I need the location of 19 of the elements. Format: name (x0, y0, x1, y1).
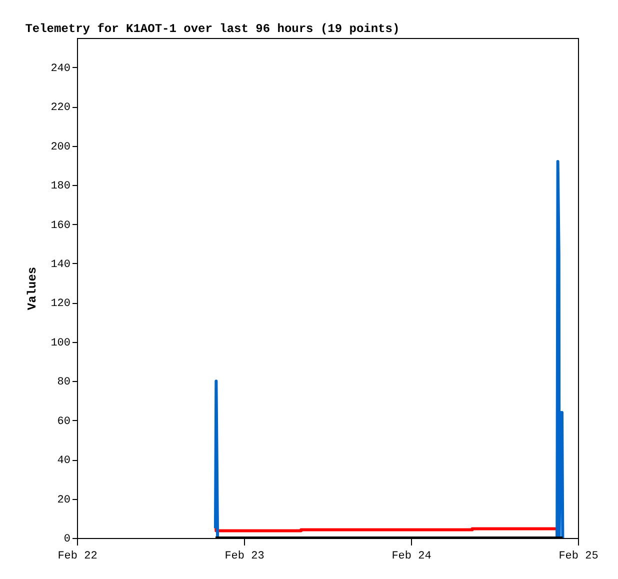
x-tick-label: Feb 22 (58, 550, 98, 562)
y-tick-label: 0 (64, 534, 70, 546)
y-tick-label: 40 (57, 455, 70, 468)
chart-title: Telemetry for K1AOT-1 over last 96 hours (19 points) (25, 22, 400, 36)
y-tick-label: 200 (50, 141, 70, 154)
x-tick-label: Feb 24 (392, 550, 432, 562)
x-tick-label: Feb 23 (224, 550, 264, 562)
y-tick-label: 20 (57, 494, 70, 506)
y-tick-label: 240 (50, 62, 70, 75)
y-tick-label: 80 (57, 376, 70, 389)
y-tick-label: 120 (50, 298, 70, 310)
x-tick-label: Feb 25 (558, 550, 598, 562)
y-tick-label: 100 (50, 337, 70, 350)
y-tick-label: 160 (50, 220, 70, 232)
y-tick-label: 220 (50, 102, 70, 114)
y-axis-title: Values (26, 266, 40, 310)
y-tick-label: 60 (57, 416, 70, 428)
y-tick-label: 180 (50, 180, 70, 193)
y-tick-label: 140 (50, 258, 70, 271)
